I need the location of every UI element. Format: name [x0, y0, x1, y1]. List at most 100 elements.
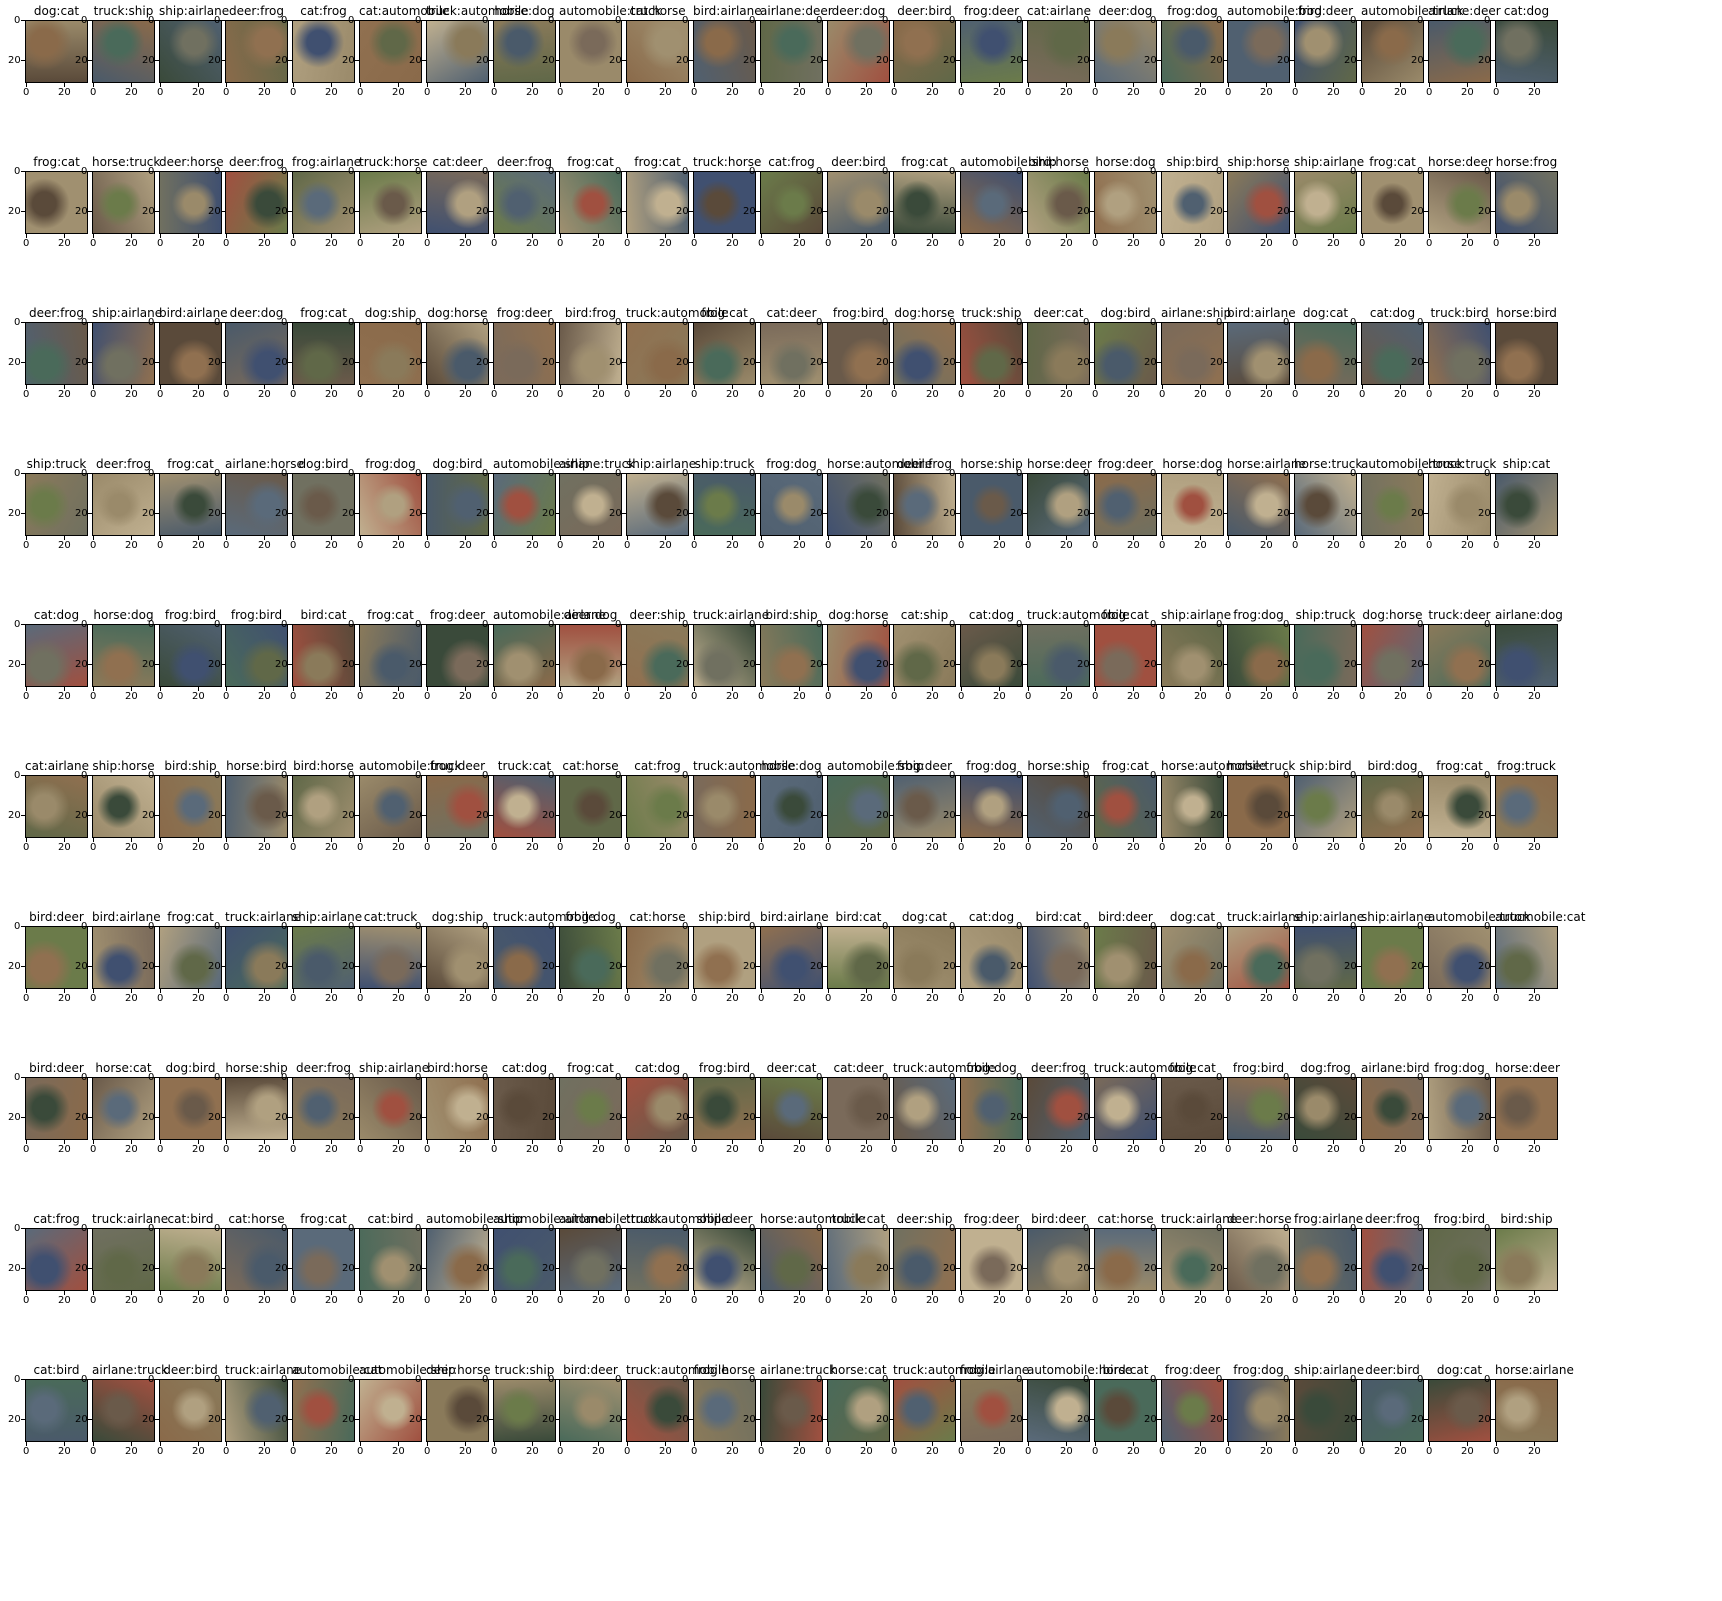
- xtick-mark: [93, 234, 94, 238]
- subplot: frog:cat 0 20 0 20: [342, 608, 425, 702]
- xtick-mark: [932, 1140, 933, 1144]
- subplot: cat:horse 0 20 0 20: [1077, 1212, 1160, 1306]
- xtick-label: 0: [1159, 1295, 1166, 1306]
- xtick-mark: [961, 234, 962, 238]
- xtick-mark: [1333, 1291, 1334, 1295]
- image-thumbnail: [1094, 171, 1157, 234]
- ytick-label: 0: [482, 317, 489, 328]
- subplot: cat:airlane 0 20 0 20: [8, 759, 91, 853]
- ytick-mark: [689, 60, 693, 61]
- ytick-mark: [155, 664, 159, 665]
- xtick-mark: [494, 1442, 495, 1446]
- ytick-mark: [1491, 1117, 1495, 1118]
- ytick-mark: [1023, 20, 1027, 21]
- xtick-mark: [932, 83, 933, 87]
- xtick-mark: [1095, 687, 1096, 691]
- subplot-title-text: frog:bird: [1433, 1212, 1486, 1226]
- xtick-mark: [1429, 838, 1430, 842]
- subplot: cat:bird 0 20 0 20: [8, 1363, 91, 1457]
- xtick-label: 0: [491, 87, 498, 98]
- xtick-label: 0: [1025, 1446, 1032, 1457]
- ytick-mark: [956, 1379, 960, 1380]
- ytick-label: 20: [676, 55, 689, 66]
- xtick-label: 20: [592, 238, 605, 249]
- subplot: frog:deer 0 20 0 20: [409, 759, 492, 853]
- xtick-label: 0: [424, 540, 431, 551]
- image-thumbnail: [25, 1228, 88, 1291]
- xtick-label: 20: [1194, 1446, 1207, 1457]
- ytick-label: 20: [1077, 55, 1090, 66]
- subplot-title-text: truck:ship: [494, 1363, 555, 1377]
- xtick-label: 20: [459, 691, 472, 702]
- xtick-mark: [360, 536, 361, 540]
- subplot-title: bird:cat: [827, 910, 890, 924]
- subplot-title: frog:cat: [292, 1212, 355, 1226]
- xtick-mark: [93, 1140, 94, 1144]
- ytick-mark: [21, 362, 25, 363]
- ytick-mark: [88, 362, 92, 363]
- xtick-mark: [1228, 1442, 1229, 1446]
- subplot: frog:bird 0 20 0 20: [810, 306, 893, 400]
- image-thumbnail: [25, 1077, 88, 1140]
- ytick-label: 0: [281, 1223, 288, 1234]
- xtick-mark: [961, 687, 962, 691]
- image-thumbnail: [1227, 20, 1290, 83]
- xtick-label: 20: [793, 1295, 806, 1306]
- ytick-label: 20: [275, 1263, 288, 1274]
- ytick-label: 20: [943, 1263, 956, 1274]
- xtick-label: 0: [1092, 1144, 1099, 1155]
- xtick-label: 20: [58, 842, 71, 853]
- subplot: cat:dog 0 20 0 20: [8, 608, 91, 702]
- xtick-mark: [1028, 838, 1029, 842]
- xtick-mark: [198, 838, 199, 842]
- image-thumbnail: [1094, 775, 1157, 838]
- ytick-mark: [889, 60, 893, 61]
- ytick-mark: [1290, 211, 1294, 212]
- ytick-label: 20: [1077, 961, 1090, 972]
- ytick-label: 0: [1350, 619, 1357, 630]
- xtick-label: 0: [1359, 691, 1366, 702]
- xtick-label: 20: [1194, 238, 1207, 249]
- xtick-label: 0: [1426, 993, 1433, 1004]
- xtick-mark: [1028, 1291, 1029, 1295]
- ytick-mark: [288, 624, 292, 625]
- xtick-label: 0: [557, 842, 564, 853]
- ytick-mark: [956, 1268, 960, 1269]
- subplot-title-text: ship:truck: [694, 457, 755, 471]
- subplot: ship:bird 0 20 0 20: [1144, 155, 1227, 249]
- ytick-label: 0: [949, 921, 956, 932]
- xtick-label: 0: [223, 389, 230, 400]
- ytick-label: 0: [816, 1072, 823, 1083]
- subplot: truck:horse 0 20 0 20: [342, 155, 427, 249]
- ytick-label: 20: [275, 810, 288, 821]
- ytick-label: 0: [749, 15, 756, 26]
- subplot-title: truck:automobile: [626, 306, 729, 320]
- subplot: ship:airlane 0 20 0 20: [1344, 910, 1431, 1004]
- ytick-mark: [489, 211, 493, 212]
- image-thumbnail: [960, 1379, 1023, 1442]
- ytick-label: 0: [482, 921, 489, 932]
- subplot-title: dog:ship: [426, 910, 489, 924]
- ytick-label: 20: [1010, 1112, 1023, 1123]
- xtick-mark: [1066, 989, 1067, 993]
- xtick-label: 20: [1461, 691, 1474, 702]
- subplot-title-text: ship:horse: [92, 759, 155, 773]
- xtick-mark: [1028, 234, 1029, 238]
- subplot-title-text: automobile:airlane: [493, 1212, 607, 1226]
- subplot: automobile:cat 0 20 0 20: [275, 1363, 382, 1457]
- xtick-label: 20: [58, 1144, 71, 1155]
- ytick-mark: [1424, 664, 1428, 665]
- ytick-mark: [1223, 926, 1227, 927]
- ytick-mark: [21, 171, 25, 172]
- ytick-label: 0: [816, 921, 823, 932]
- ytick-mark: [889, 1228, 893, 1229]
- xtick-label: 0: [1092, 842, 1099, 853]
- ytick-mark: [823, 1268, 827, 1269]
- ytick-mark: [1157, 1117, 1161, 1118]
- subplot-title-text: cat:bird: [367, 1212, 414, 1226]
- image-thumbnail: [1027, 1228, 1090, 1291]
- xtick-label: 20: [1194, 1144, 1207, 1155]
- subplot-title-text: frog:deer: [963, 4, 1020, 18]
- subplot: bird:airlane 0 20 0 20: [676, 4, 762, 98]
- image-thumbnail: [827, 624, 890, 687]
